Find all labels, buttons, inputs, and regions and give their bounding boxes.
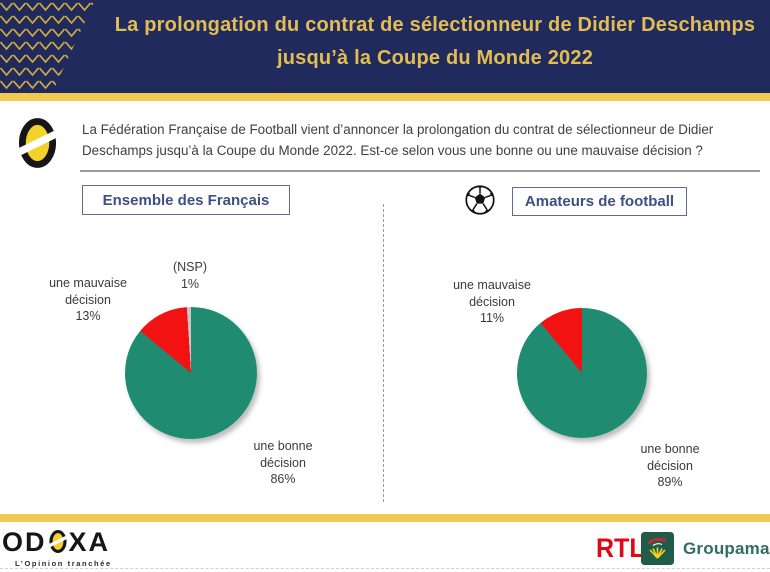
label-bonne-ensemble: une bonne décision 86% bbox=[253, 439, 313, 486]
label-nsp-ensemble: (NSP) 1% bbox=[172, 260, 208, 291]
page-title-line1: La prolongation du contrat de sélectionn… bbox=[114, 14, 756, 36]
gold-divider-bottom bbox=[0, 514, 770, 522]
bottom-border-line bbox=[0, 568, 770, 569]
groupama-wordmark: Groupama bbox=[683, 538, 770, 558]
group-label-ensemble-text: Ensemble des Français bbox=[102, 191, 270, 209]
question-underline bbox=[80, 170, 760, 172]
odoxa-tagline: L’Opinion tranchée bbox=[15, 559, 112, 568]
vertical-dashed-separator bbox=[383, 204, 384, 502]
pie-chart-amateurs bbox=[517, 308, 647, 438]
soccer-ball-icon bbox=[464, 184, 496, 221]
odoxa-o-small-icon bbox=[47, 530, 68, 553]
label-mauvaise-amateurs: une mauvaise décision 11% bbox=[453, 278, 531, 325]
rtl-logo: RTL bbox=[596, 533, 645, 564]
groupama-logo: Groupama bbox=[641, 532, 770, 565]
label-bonne-amateurs: une bonne décision 89% bbox=[640, 442, 700, 489]
page-title-line2: jusqu’à la Coupe du Monde 2022 bbox=[276, 47, 594, 69]
header-banner: La prolongation du contrat de sélectionn… bbox=[0, 0, 770, 93]
pie-chart-ensemble bbox=[125, 307, 257, 439]
group-label-amateurs: Amateurs de football bbox=[512, 187, 687, 216]
herringbone-pattern bbox=[0, 0, 95, 93]
odoxa-logo: OD XA bbox=[2, 527, 110, 558]
odoxa-logo-right: XA bbox=[68, 527, 111, 557]
page-title: La prolongation du contrat de sélectionn… bbox=[105, 9, 765, 75]
groupama-emblem-icon bbox=[641, 532, 674, 565]
label-mauvaise-ensemble: une mauvaise décision 13% bbox=[49, 276, 127, 323]
odoxa-logo-left: OD bbox=[2, 527, 47, 557]
poll-question-text: La Fédération Française de Football vien… bbox=[82, 122, 714, 158]
odoxa-o-icon bbox=[9, 113, 66, 178]
gold-divider-top bbox=[0, 93, 770, 101]
group-label-amateurs-text: Amateurs de football bbox=[524, 193, 675, 210]
group-label-ensemble: Ensemble des Français bbox=[82, 185, 290, 215]
